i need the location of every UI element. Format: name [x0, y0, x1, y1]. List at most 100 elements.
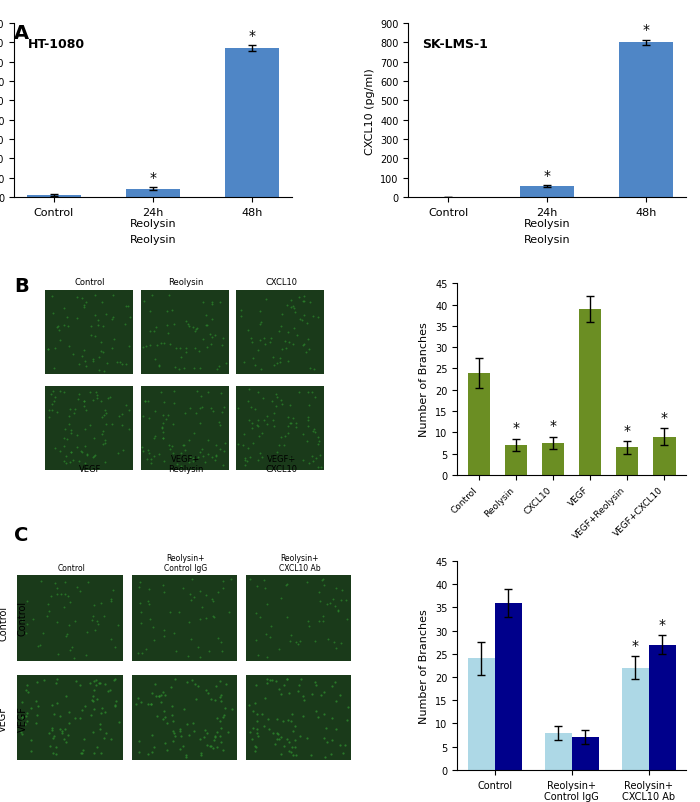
Point: [322, 598, 333, 611]
Point: [43, 343, 54, 356]
Point: [120, 301, 132, 314]
Point: [258, 574, 270, 587]
Point: [188, 363, 199, 375]
Point: [101, 407, 112, 419]
Point: [286, 629, 297, 642]
Point: [122, 300, 134, 313]
Point: [290, 734, 301, 747]
Point: [180, 444, 191, 456]
Point: [178, 703, 190, 716]
Point: [46, 722, 57, 735]
Point: [248, 438, 259, 451]
Point: [205, 739, 216, 752]
Point: [247, 722, 258, 735]
Point: [89, 289, 100, 302]
Point: [197, 402, 208, 415]
Point: [85, 419, 96, 431]
Point: [70, 711, 81, 724]
Point: [251, 580, 262, 593]
Point: [253, 430, 264, 443]
Point: [261, 650, 272, 663]
Point: [90, 624, 101, 637]
Point: [220, 437, 231, 450]
Point: [167, 735, 178, 748]
Point: [297, 454, 308, 467]
Point: [244, 726, 256, 739]
Point: [134, 597, 146, 610]
Point: [182, 718, 193, 731]
Point: [50, 442, 61, 455]
Point: [64, 341, 75, 354]
Point: [96, 747, 107, 759]
Point: [238, 428, 249, 441]
Point: [166, 440, 177, 453]
Point: [276, 399, 288, 411]
Point: [195, 363, 206, 375]
Point: [99, 435, 111, 448]
Point: [142, 444, 153, 456]
Point: [46, 388, 57, 401]
Point: [197, 450, 209, 463]
Point: [337, 584, 348, 597]
Point: [237, 439, 248, 452]
Point: [99, 610, 110, 623]
Point: [97, 439, 108, 452]
Point: [50, 342, 61, 355]
Point: [209, 731, 220, 744]
Point: [279, 740, 290, 753]
Point: [21, 678, 32, 691]
Point: [100, 727, 111, 740]
Point: [108, 584, 119, 597]
Point: [188, 455, 199, 468]
Point: [181, 751, 192, 764]
Point: [219, 445, 230, 458]
Bar: [622, 668, 649, 770]
Point: [262, 418, 273, 431]
Point: [62, 311, 73, 324]
Point: [76, 293, 88, 306]
Point: [335, 689, 346, 702]
Point: [183, 615, 195, 628]
Point: [219, 702, 230, 715]
Bar: [505, 445, 527, 476]
Point: [202, 386, 214, 399]
Point: [48, 363, 60, 375]
Point: [116, 358, 127, 371]
Point: [110, 699, 121, 712]
Point: [85, 320, 97, 333]
Point: [201, 612, 212, 625]
Point: [169, 627, 180, 640]
Point: [92, 319, 104, 332]
Point: [288, 725, 299, 738]
Point: [174, 743, 186, 755]
Point: [209, 695, 220, 707]
Bar: [545, 733, 572, 770]
Point: [25, 701, 36, 714]
Point: [201, 342, 212, 354]
Point: [300, 346, 312, 358]
Point: [156, 338, 167, 350]
Point: [201, 727, 212, 739]
Point: [187, 452, 198, 464]
Point: [185, 633, 196, 646]
Point: [73, 394, 84, 407]
Point: [64, 403, 76, 415]
Point: [80, 648, 92, 661]
Point: [146, 698, 157, 711]
Point: [167, 708, 178, 721]
Point: [200, 684, 211, 697]
Point: [310, 679, 321, 692]
Point: [134, 746, 145, 759]
Point: [241, 455, 253, 468]
Point: [64, 410, 75, 423]
Point: [250, 697, 261, 710]
Point: [206, 298, 217, 311]
Point: [166, 699, 177, 712]
Point: [157, 713, 168, 726]
Point: [137, 441, 148, 454]
Point: [299, 296, 310, 309]
Point: [193, 679, 204, 692]
Point: [51, 581, 62, 594]
Point: [181, 342, 192, 355]
Point: [267, 350, 279, 363]
